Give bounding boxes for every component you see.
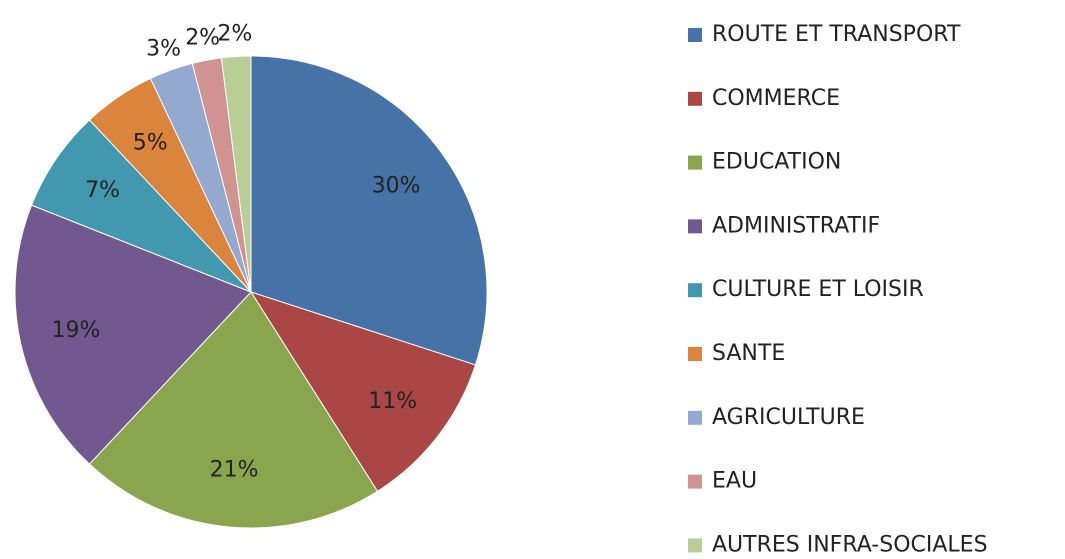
legend-label: EAU: [712, 469, 757, 494]
legend-label: ROUTE ET TRANSPORT: [712, 22, 961, 47]
data-label: 2%: [217, 22, 252, 47]
legend-label: COMMERCE: [712, 86, 840, 111]
legend-swatch: [688, 474, 702, 489]
legend-swatch: [688, 538, 702, 553]
legend-label: CULTURE ET LOISIR: [712, 277, 924, 302]
legend-swatch: [688, 410, 702, 425]
data-label: 3%: [146, 36, 181, 61]
legend-swatch: [688, 283, 702, 298]
pie-slice: [250, 55, 488, 366]
pie-slice: [14, 204, 252, 465]
pie-slice: [30, 119, 252, 293]
legend-swatch: [688, 155, 702, 170]
legend-swatch: [688, 91, 702, 106]
data-label: 11%: [368, 389, 417, 414]
legend-label: AUTRES INFRA-SOCIALES: [712, 532, 988, 557]
pie-slice: [249, 291, 477, 492]
legend-swatch: [688, 28, 702, 42]
data-label: 5%: [133, 131, 168, 156]
data-label: 2%: [185, 26, 220, 51]
pie-slice: [220, 55, 252, 293]
data-label: 7%: [85, 178, 120, 203]
data-label: 30%: [372, 174, 421, 199]
legend-swatch: [688, 347, 702, 361]
data-label: 19%: [52, 318, 101, 343]
legend-label: ADMINISTRATIF: [712, 213, 880, 238]
legend-swatch: [688, 219, 702, 234]
data-label: 21%: [210, 458, 259, 483]
legend-label: EDUCATION: [712, 150, 841, 175]
legend-label: AGRICULTURE: [712, 405, 865, 430]
pie-slice: [88, 291, 379, 529]
legend-label: SANTE: [712, 341, 785, 366]
